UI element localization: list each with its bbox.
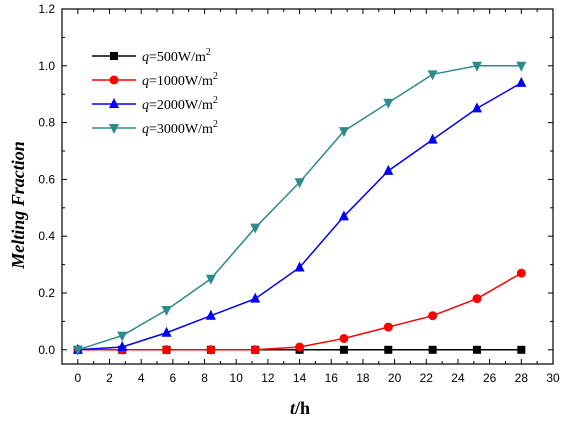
x-tick-label: 10 <box>230 371 244 385</box>
legend-label-superscript: 2 <box>206 47 211 58</box>
x-tick-label: 20 <box>388 371 402 385</box>
x-axis-title: t/h <box>290 398 310 418</box>
x-tick-label: 30 <box>546 371 560 385</box>
y-tick-label: 0.6 <box>38 172 55 186</box>
legend-label-text: =500W/m <box>149 50 206 65</box>
data-point <box>250 292 261 303</box>
legend-label-text: =1000W/m <box>149 74 213 89</box>
data-point <box>250 345 260 355</box>
plot-frame <box>61 8 554 365</box>
legend-label-variable: q <box>142 122 149 137</box>
legend-label-superscript: 2 <box>213 95 218 106</box>
data-point <box>516 61 527 72</box>
data-series <box>72 61 527 356</box>
data-point <box>294 178 305 189</box>
x-tick-label: 26 <box>483 371 497 385</box>
x-tick-label: 28 <box>515 371 529 385</box>
series-circle <box>73 268 526 355</box>
data-point <box>384 345 393 354</box>
x-tick-label: 14 <box>293 371 307 385</box>
series-triangle-down <box>72 61 527 356</box>
legend-label: q=3000W/m2 <box>142 119 218 137</box>
plot-area-border <box>61 8 554 365</box>
data-point <box>294 261 305 272</box>
series-line <box>77 272 522 351</box>
y-tick-label: 0.8 <box>38 116 55 130</box>
x-axis-title-unit: /h <box>294 398 310 418</box>
data-point <box>117 340 128 351</box>
data-point <box>205 309 216 320</box>
data-point <box>161 306 172 317</box>
x-tick-label: 4 <box>138 371 145 385</box>
data-point <box>472 294 482 304</box>
x-tick-label: 24 <box>451 371 465 385</box>
data-point <box>338 127 349 138</box>
data-point <box>72 345 83 356</box>
data-point <box>472 345 481 354</box>
y-tick-label: 1.0 <box>38 59 55 73</box>
legend-entry: q=1000W/m2 <box>92 71 218 89</box>
x-tick-label: 0 <box>74 371 81 385</box>
x-tick-label: 12 <box>261 371 275 385</box>
legend-entry: q=3000W/m2 <box>92 119 218 137</box>
y-tick-label: 0.2 <box>38 286 55 300</box>
legend-entry: q=2000W/m2 <box>92 95 218 113</box>
legend-label: q=500W/m2 <box>142 47 211 65</box>
legend-label: q=2000W/m2 <box>142 95 218 113</box>
data-point <box>427 133 438 144</box>
y-axis-title: Melting Fraction <box>8 141 28 270</box>
data-point <box>338 210 349 221</box>
legend-label-variable: q <box>142 74 149 89</box>
y-tick-label: 1.2 <box>38 2 55 16</box>
data-point <box>339 345 348 354</box>
data-point <box>516 76 527 87</box>
data-point <box>427 70 438 81</box>
legend-label-variable: q <box>142 98 149 113</box>
x-tick-label: 18 <box>356 371 370 385</box>
legend-marker <box>109 124 119 134</box>
x-tick-label: 22 <box>420 371 434 385</box>
data-point <box>471 61 482 72</box>
y-tick-label: 0.4 <box>38 229 55 243</box>
legend-label-superscript: 2 <box>213 119 218 130</box>
x-tick-label: 16 <box>325 371 339 385</box>
data-point <box>517 345 526 354</box>
legend-label: q=1000W/m2 <box>142 71 218 89</box>
data-point <box>428 311 438 321</box>
x-tick-label: 2 <box>106 371 113 385</box>
axis-ticks: 0 2 4 6 8 10 12 14 16 18 20 22 24 26 28 300.00.20.40.60… <box>38 2 560 385</box>
data-point <box>471 102 482 113</box>
legend-label-variable: q <box>142 50 149 65</box>
data-point <box>250 223 261 234</box>
legend-entry: q=500W/m2 <box>92 47 211 65</box>
legend-label-text: =2000W/m <box>149 98 213 113</box>
legend: q=500W/m2q=1000W/m2q=2000W/m2q=3000W/m2 <box>92 47 218 137</box>
legend-marker <box>109 98 119 108</box>
y-tick-label: 0.0 <box>38 343 55 357</box>
x-tick-label: 6 <box>170 371 177 385</box>
data-point <box>295 342 305 352</box>
legend-marker <box>109 75 119 85</box>
data-point <box>516 268 526 278</box>
legend-label-text: =3000W/m <box>149 122 213 137</box>
x-tick-label: 8 <box>201 371 208 385</box>
data-point <box>162 345 172 355</box>
data-point <box>428 345 437 354</box>
x-axis-title-variable: t <box>290 398 296 418</box>
data-point <box>339 333 349 343</box>
data-point <box>205 274 216 285</box>
data-point <box>383 164 394 175</box>
data-point <box>383 322 393 332</box>
data-point <box>206 345 216 355</box>
data-point <box>161 326 172 337</box>
data-point <box>117 331 128 342</box>
legend-label-superscript: 2 <box>213 71 218 82</box>
legend-marker <box>110 52 118 60</box>
data-point <box>383 98 394 109</box>
series-triangle-up <box>72 76 527 354</box>
